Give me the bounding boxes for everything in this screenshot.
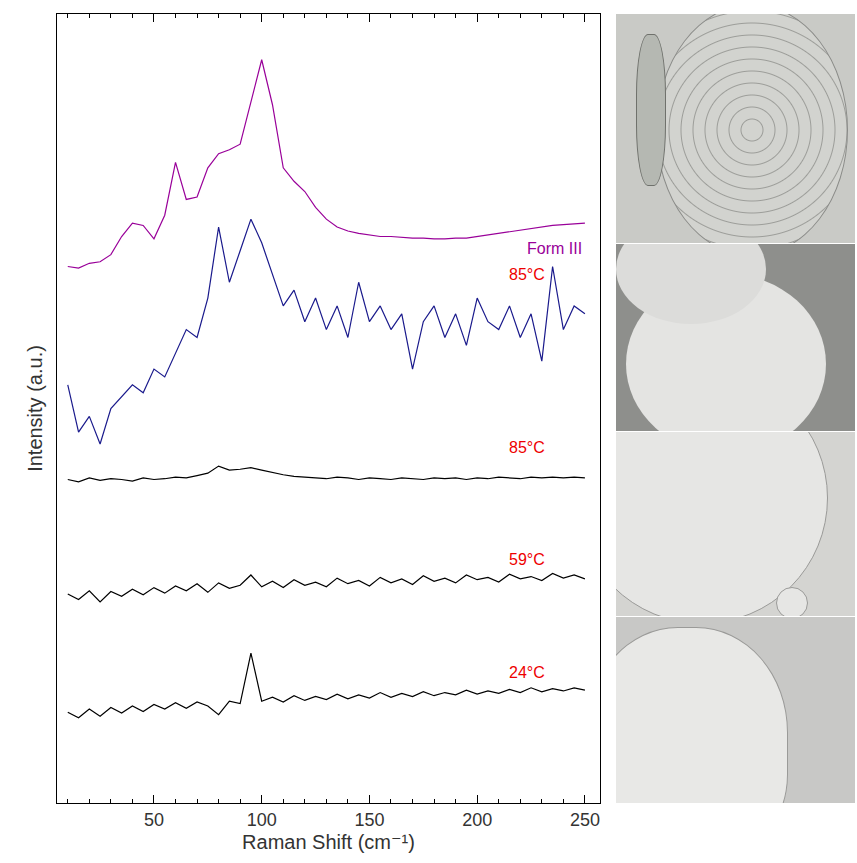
svg-text:85°C: 85°C — [509, 439, 545, 456]
svg-text:200: 200 — [462, 810, 492, 830]
svg-text:Raman Shift (cm⁻¹): Raman Shift (cm⁻¹) — [242, 831, 415, 853]
svg-text:85°C: 85°C — [509, 266, 545, 283]
svg-text:Form III: Form III — [527, 240, 582, 257]
svg-text:250: 250 — [570, 810, 600, 830]
svg-text:100: 100 — [247, 810, 277, 830]
svg-text:Intensity (a.u.): Intensity (a.u.) — [24, 345, 46, 472]
svg-text:24°C: 24°C — [509, 664, 545, 681]
svg-text:150: 150 — [354, 810, 384, 830]
svg-text:50: 50 — [144, 810, 164, 830]
svg-text:59°C: 59°C — [509, 551, 545, 568]
